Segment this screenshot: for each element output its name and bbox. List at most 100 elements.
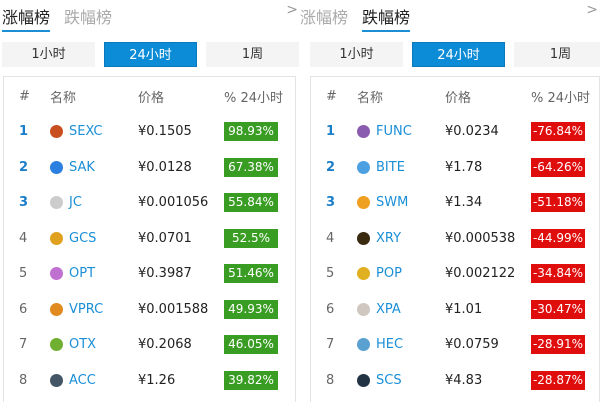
coin-name[interactable]: JC xyxy=(69,195,82,210)
period-24h[interactable]: 24小时 xyxy=(412,42,505,67)
table-row[interactable]: 8 ACC ¥1.26 39.82% xyxy=(4,363,295,398)
change-badge: 49.93% xyxy=(224,299,278,319)
price: ¥1.34 xyxy=(445,195,483,210)
header-rank: # xyxy=(326,89,337,104)
rank: 3 xyxy=(326,195,336,210)
ranking-tabs: 涨幅榜 跌幅榜 xyxy=(300,2,411,32)
table-row[interactable]: 8 SCS ¥4.83 -28.87% xyxy=(311,363,599,398)
tab-losers[interactable]: 跌幅榜 xyxy=(64,8,113,27)
change-badge: 52.5% xyxy=(224,228,278,248)
table-row[interactable]: 2 BITE ¥1.78 -64.26% xyxy=(311,150,599,185)
change-badge: 67.38% xyxy=(224,157,278,177)
coin-icon xyxy=(357,231,370,245)
coin-name[interactable]: SCS xyxy=(376,372,402,388)
ranking-tabs: 涨幅榜 跌幅榜 xyxy=(2,2,112,32)
change-badge: 51.46% xyxy=(224,264,278,283)
rank: 1 xyxy=(326,124,336,139)
rank: 7 xyxy=(19,337,28,352)
price: ¥0.000538 xyxy=(445,230,516,246)
coin-icon xyxy=(357,373,370,387)
rank: 7 xyxy=(326,337,335,352)
tab-losers[interactable]: 跌幅榜 xyxy=(362,2,411,32)
rank: 2 xyxy=(19,159,29,175)
coin-name[interactable]: SWM xyxy=(376,195,409,210)
table-row[interactable]: 1 FUNC ¥0.0234 -76.84% xyxy=(311,114,599,149)
losers-table: # 名称 价格 % 24小时 1 FUNC ¥0.0234 -76.84% 2 BITE ¥1.78… xyxy=(310,76,600,402)
coin-icon xyxy=(357,267,370,280)
price: ¥0.0759 xyxy=(445,337,499,352)
change-badge: -44.99% xyxy=(531,228,585,248)
table-row[interactable]: 6 XPA ¥1.01 -30.47% xyxy=(311,292,599,327)
table-row[interactable]: 5 OPT ¥0.3987 51.46% xyxy=(4,256,295,291)
period-1w[interactable]: 1周 xyxy=(206,42,299,67)
period-1w[interactable]: 1周 xyxy=(514,42,600,67)
header-rank: # xyxy=(19,89,30,104)
table-row[interactable]: 3 SWM ¥1.34 -51.18% xyxy=(311,185,599,220)
rank: 6 xyxy=(326,301,335,317)
coin-name[interactable]: HEC xyxy=(376,337,404,352)
table-row[interactable]: 7 OTX ¥0.2068 46.05% xyxy=(4,327,295,362)
header-pct: % 24小时 xyxy=(531,91,591,106)
chevron-right-icon[interactable]: > xyxy=(586,2,598,18)
coin-icon xyxy=(50,373,63,387)
rank: 5 xyxy=(19,266,28,281)
coin-name[interactable]: ACC xyxy=(69,372,96,388)
rank: 5 xyxy=(326,266,335,281)
coin-name[interactable]: FUNC xyxy=(376,124,412,139)
period-1h[interactable]: 1小时 xyxy=(310,42,403,67)
coin-icon xyxy=(50,338,63,351)
change-badge: 46.05% xyxy=(224,335,278,354)
coin-icon xyxy=(357,302,370,316)
table-row[interactable]: 1 SEXC ¥0.1505 98.93% xyxy=(4,114,295,149)
coin-name[interactable]: SAK xyxy=(69,159,95,175)
change-badge: -30.47% xyxy=(531,299,585,319)
table-header: # 名称 价格 % 24小时 xyxy=(4,79,295,114)
table-row[interactable]: 7 HEC ¥0.0759 -28.91% xyxy=(311,327,599,362)
change-badge: -76.84% xyxy=(531,122,585,141)
price: ¥4.83 xyxy=(445,372,483,388)
table-row[interactable]: 6 VPRC ¥0.001588 49.93% xyxy=(4,292,295,327)
price: ¥0.002122 xyxy=(445,266,516,281)
period-24h[interactable]: 24小时 xyxy=(104,42,197,67)
table-row[interactable]: 3 JC ¥0.001056 55.84% xyxy=(4,185,295,220)
coin-name[interactable]: VPRC xyxy=(69,301,104,317)
coin-name[interactable]: XRY xyxy=(376,230,402,246)
coin-icon xyxy=(357,338,370,351)
chevron-right-icon[interactable]: > xyxy=(286,2,298,18)
rank: 8 xyxy=(19,372,28,388)
coin-name[interactable]: POP xyxy=(376,266,402,281)
rank: 3 xyxy=(19,195,29,210)
header-pct: % 24小时 xyxy=(224,91,284,106)
header-price: 价格 xyxy=(138,91,165,106)
coin-icon xyxy=(357,160,370,174)
table-row[interactable]: 4 GCS ¥0.0701 52.5% xyxy=(4,221,295,256)
table-row[interactable]: 4 XRY ¥0.000538 -44.99% xyxy=(311,221,599,256)
table-row[interactable]: 5 POP ¥0.002122 -34.84% xyxy=(311,256,599,291)
coin-name[interactable]: XPA xyxy=(376,301,401,317)
table-row[interactable]: 2 SAK ¥0.0128 67.38% xyxy=(4,150,295,185)
rank: 8 xyxy=(326,372,335,388)
period-1h[interactable]: 1小时 xyxy=(2,42,95,67)
coin-icon xyxy=(357,125,370,138)
price: ¥1.01 xyxy=(445,301,483,317)
change-badge: -28.91% xyxy=(531,335,585,354)
coin-icon xyxy=(50,160,63,174)
tab-gainers[interactable]: 涨幅榜 xyxy=(2,2,51,32)
coin-icon xyxy=(357,196,370,209)
price: ¥0.0128 xyxy=(138,159,192,175)
table-header: # 名称 价格 % 24小时 xyxy=(311,79,599,114)
coin-name[interactable]: BITE xyxy=(376,159,405,175)
change-badge: -51.18% xyxy=(531,193,585,212)
price: ¥1.78 xyxy=(445,159,483,175)
tab-gainers[interactable]: 涨幅榜 xyxy=(300,8,349,27)
coin-name[interactable]: SEXC xyxy=(69,124,103,139)
change-badge: 55.84% xyxy=(224,193,278,212)
rank: 4 xyxy=(19,230,28,246)
header-price: 价格 xyxy=(445,91,472,106)
coin-name[interactable]: GCS xyxy=(69,230,97,246)
coin-name[interactable]: OPT xyxy=(69,266,96,281)
price: ¥0.0701 xyxy=(138,230,192,246)
change-badge: -64.26% xyxy=(531,157,585,177)
price: ¥0.001056 xyxy=(138,195,209,210)
coin-name[interactable]: OTX xyxy=(69,337,97,352)
